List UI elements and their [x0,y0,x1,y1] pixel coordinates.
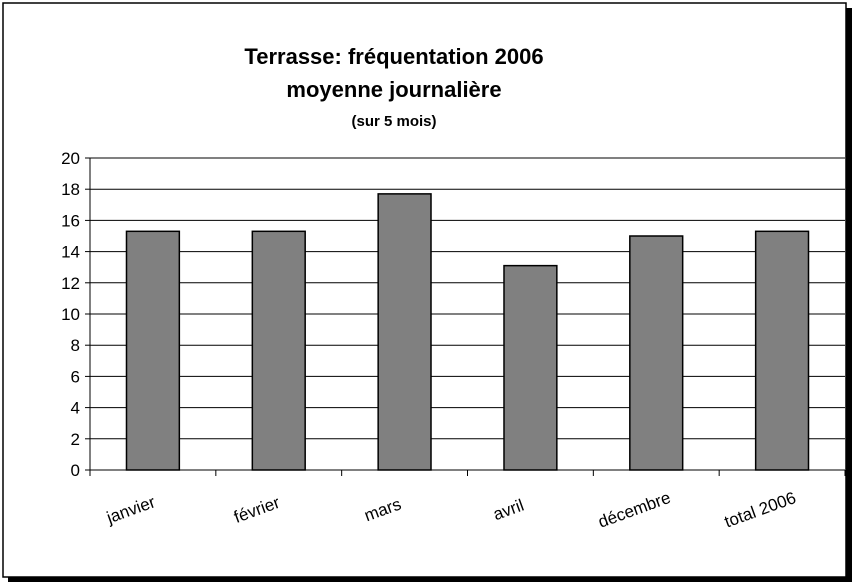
bar [251,230,306,471]
y-tick-label: 20 [61,149,80,168]
y-tick-label: 2 [71,430,80,449]
y-tick-label: 0 [71,461,80,480]
y-tick-label: 14 [61,243,80,262]
bar [629,235,684,471]
y-tick-label: 12 [61,274,80,293]
y-tick-label: 8 [71,336,80,355]
chart-title: Terrasse: fréquentation 2006 [244,44,543,69]
y-tick-label: 16 [61,211,80,230]
bar [377,193,432,471]
y-tick-label: 4 [71,399,80,418]
bar [754,230,810,471]
bar [125,230,181,471]
y-tick-label: 10 [61,305,80,324]
y-tick-label: 6 [71,367,80,386]
y-tick-label: 18 [61,180,80,199]
chart-note: (sur 5 mois) [351,113,436,130]
bar [503,264,558,471]
chart-subtitle: moyenne journalière [286,77,501,102]
